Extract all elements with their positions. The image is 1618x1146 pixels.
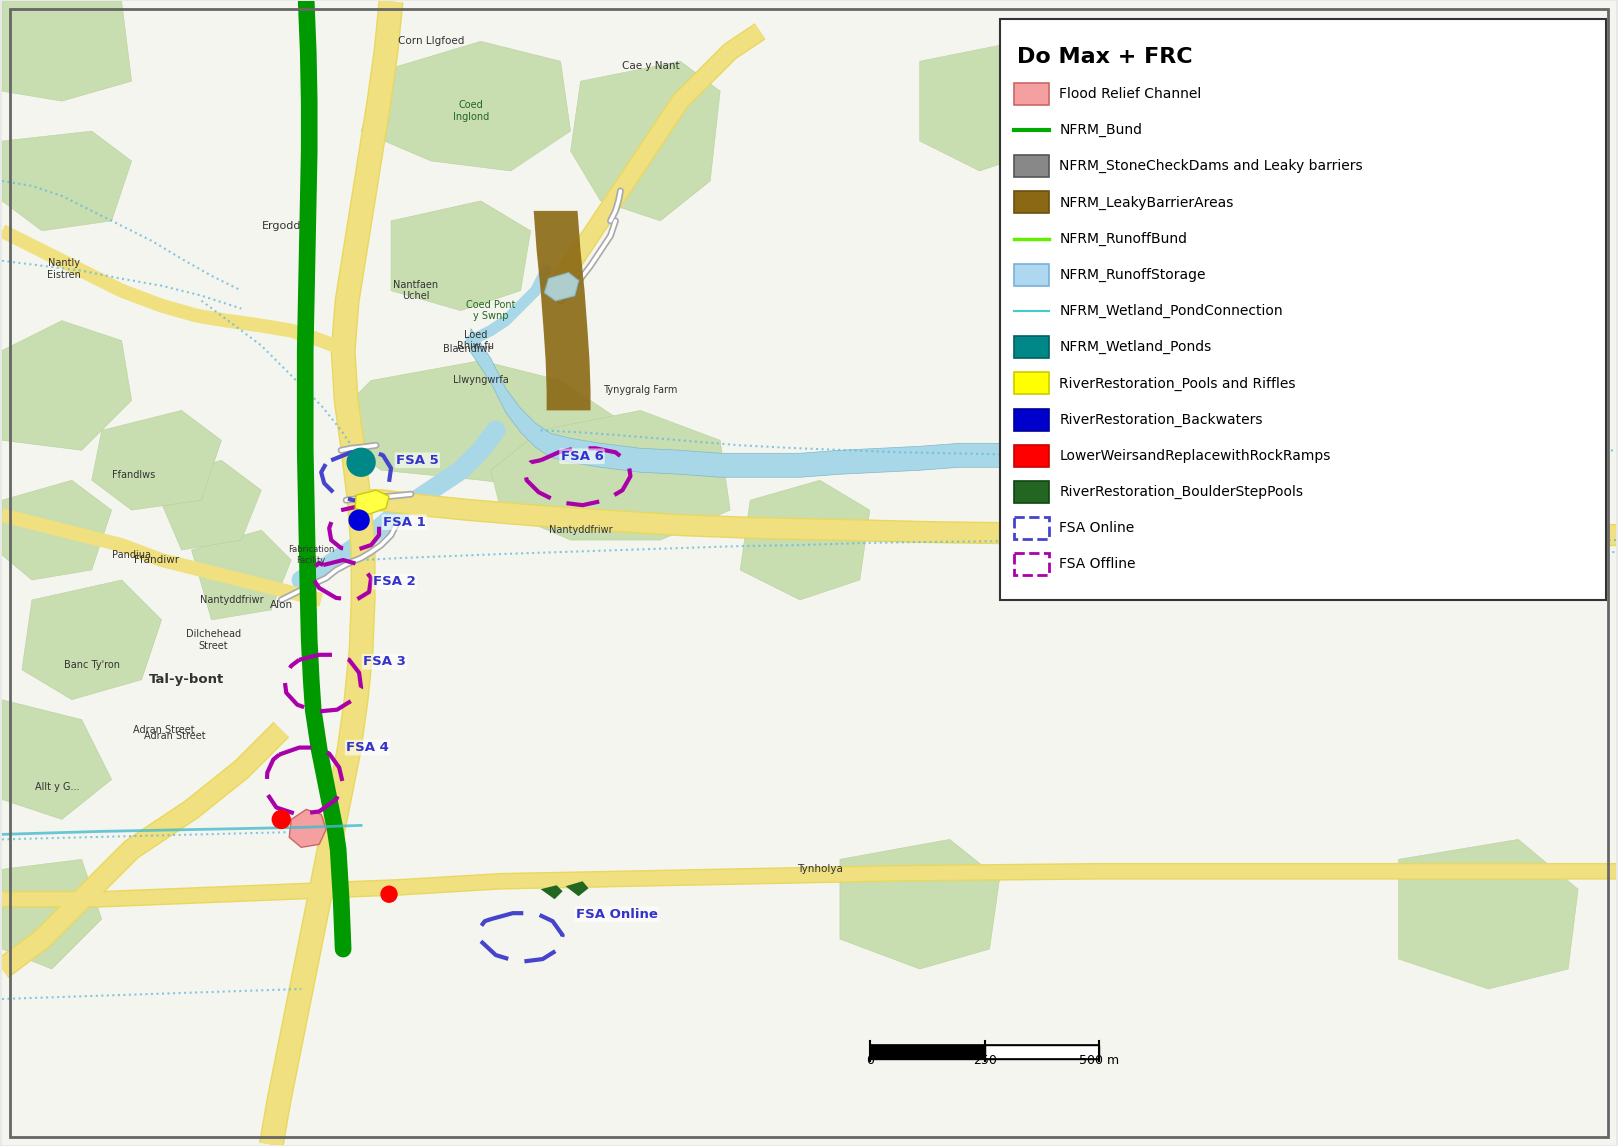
Polygon shape (566, 881, 589, 896)
Text: Nantly
Eistren: Nantly Eistren (47, 258, 81, 280)
Polygon shape (2, 321, 131, 450)
Bar (1013, 481, 1050, 503)
Polygon shape (490, 410, 730, 540)
Polygon shape (545, 273, 579, 300)
Text: NFRM_LeakyBarrierAreas: NFRM_LeakyBarrierAreas (1060, 195, 1235, 210)
Text: Tynygralg Farm: Tynygralg Farm (604, 385, 678, 395)
Text: FSA 4: FSA 4 (346, 741, 388, 754)
Polygon shape (471, 329, 1099, 477)
Polygon shape (534, 211, 591, 410)
Bar (1013, 409, 1050, 431)
Polygon shape (361, 41, 571, 171)
Text: Nantyddfriwr: Nantyddfriwr (549, 525, 612, 535)
Text: NFRM_RunoffBund: NFRM_RunoffBund (1060, 231, 1188, 245)
Bar (1013, 156, 1050, 178)
Text: RiverRestoration_Backwaters: RiverRestoration_Backwaters (1060, 413, 1264, 426)
Text: NFRM_Bund: NFRM_Bund (1060, 123, 1142, 138)
Bar (1013, 517, 1050, 540)
Text: Adran Street: Adran Street (144, 731, 205, 740)
Polygon shape (2, 700, 112, 819)
Text: Tynholya: Tynholya (798, 864, 843, 874)
Text: Adran Street: Adran Street (133, 724, 194, 735)
Text: Banc Ty'ron: Banc Ty'ron (63, 660, 120, 669)
Circle shape (349, 510, 369, 531)
Polygon shape (341, 361, 620, 490)
Text: 250: 250 (972, 1054, 997, 1067)
Text: Do Max + FRC: Do Max + FRC (1018, 47, 1192, 68)
Text: Ffandiwr: Ffandiwr (134, 555, 180, 565)
Text: Cae y Nant: Cae y Nant (621, 61, 680, 71)
Text: Corn Llgfoed: Corn Llgfoed (398, 37, 464, 46)
Bar (1000, 19, 1607, 601)
Bar (1013, 372, 1050, 394)
Text: NFRM_Wetland_Ponds: NFRM_Wetland_Ponds (1060, 340, 1212, 354)
Text: FSA Online: FSA Online (576, 908, 657, 920)
Bar (870, 1045, 1099, 1059)
Text: FSA 6: FSA 6 (560, 449, 604, 463)
Polygon shape (2, 131, 131, 230)
Polygon shape (2, 480, 112, 580)
Circle shape (382, 886, 396, 902)
Bar (870, 1045, 985, 1059)
Text: FSA Offline: FSA Offline (1060, 557, 1136, 572)
Polygon shape (2, 860, 102, 970)
Polygon shape (354, 490, 388, 515)
Text: Nantyddfriwr: Nantyddfriwr (199, 595, 264, 605)
Polygon shape (840, 839, 1000, 970)
Polygon shape (739, 480, 870, 601)
Text: Loed
Rhiw-fu: Loed Rhiw-fu (458, 330, 495, 352)
Text: FSA 1: FSA 1 (383, 516, 426, 528)
Polygon shape (392, 201, 531, 311)
Bar (1013, 83, 1050, 104)
Text: Pandiua: Pandiua (112, 550, 150, 560)
Circle shape (348, 448, 375, 477)
Text: Alon: Alon (270, 599, 293, 610)
Polygon shape (290, 809, 327, 847)
Polygon shape (2, 1, 131, 101)
Polygon shape (152, 461, 262, 550)
Polygon shape (919, 41, 1060, 171)
Text: Ffandlws: Ffandlws (112, 470, 155, 480)
Text: Blaendiwr: Blaendiwr (442, 344, 492, 354)
Text: Llwyngwrfa: Llwyngwrfa (453, 376, 508, 385)
Bar (1013, 191, 1050, 213)
Text: FSA Online: FSA Online (1060, 521, 1134, 535)
Text: NFRM_RunoffStorage: NFRM_RunoffStorage (1060, 268, 1205, 282)
Bar (1013, 554, 1050, 575)
Text: Nantfaen
Uchel: Nantfaen Uchel (393, 280, 438, 301)
Text: Coed Pont
y Swnp: Coed Pont y Swnp (466, 300, 516, 321)
Text: Ergodd: Ergodd (262, 221, 301, 230)
Text: 500 m: 500 m (1079, 1054, 1120, 1067)
Text: Flood Relief Channel: Flood Relief Channel (1060, 87, 1202, 101)
Text: RiverRestoration_BoulderStepPools: RiverRestoration_BoulderStepPools (1060, 485, 1304, 500)
Text: LowerWeirsandReplacewithRockRamps: LowerWeirsandReplacewithRockRamps (1060, 449, 1330, 463)
Text: Fabrication
Facility: Fabrication Facility (288, 545, 335, 565)
Text: FSA 2: FSA 2 (374, 575, 416, 589)
Circle shape (272, 810, 290, 829)
Bar (985, 1045, 1099, 1059)
Bar (1013, 336, 1050, 359)
Bar (1013, 445, 1050, 466)
Polygon shape (23, 580, 162, 700)
Text: NFRM_Wetland_PondConnection: NFRM_Wetland_PondConnection (1060, 304, 1283, 319)
Text: 0: 0 (866, 1054, 874, 1067)
Polygon shape (191, 531, 291, 620)
Text: NFRM_StoneCheckDams and Leaky barriers: NFRM_StoneCheckDams and Leaky barriers (1060, 159, 1362, 173)
Text: Allt y G...: Allt y G... (34, 783, 79, 793)
Text: FSA 3: FSA 3 (362, 656, 406, 668)
Bar (1013, 264, 1050, 285)
Text: FSA 5: FSA 5 (396, 454, 438, 466)
Text: Dilchehead
Street: Dilchehead Street (186, 629, 241, 651)
Polygon shape (92, 410, 222, 510)
Text: Tal-y-bont: Tal-y-bont (149, 673, 225, 686)
Polygon shape (1398, 839, 1578, 989)
Polygon shape (571, 61, 720, 221)
Text: Coed
Inglond: Coed Inglond (453, 101, 489, 121)
Polygon shape (540, 885, 563, 900)
Text: RiverRestoration_Pools and Riffles: RiverRestoration_Pools and Riffles (1060, 376, 1296, 391)
